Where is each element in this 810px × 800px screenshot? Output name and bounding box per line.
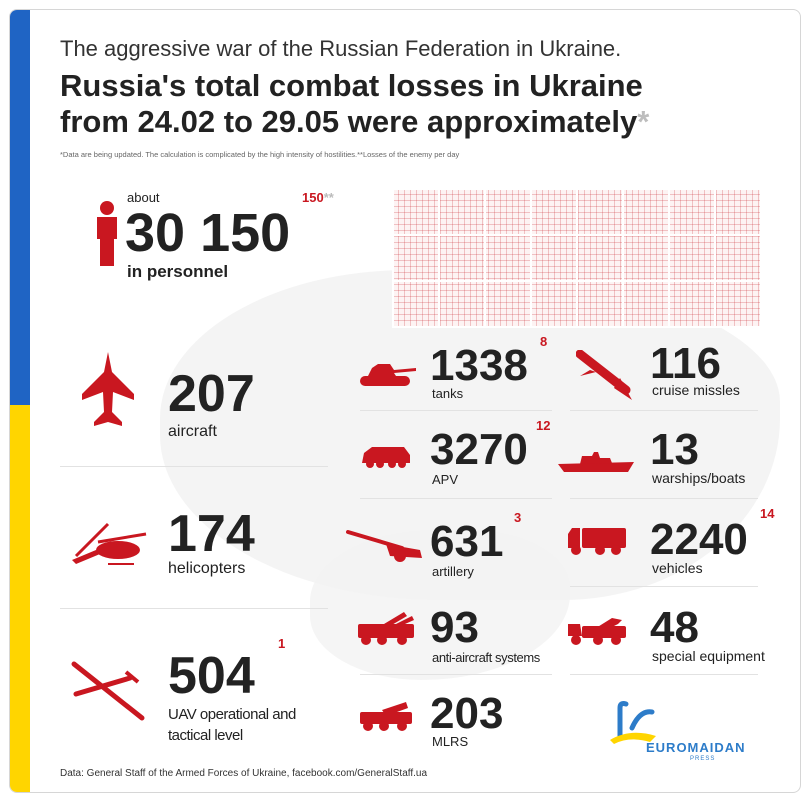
mlrs-value: 203 — [430, 689, 504, 738]
euromaidan-logo-text: EUROMAIDAN — [646, 740, 746, 755]
apv-daily: 12 — [536, 418, 551, 433]
special-equipment-icon — [568, 618, 626, 645]
divider — [60, 608, 328, 609]
page-subtitle: The aggressive war of the Russian Federa… — [60, 36, 622, 61]
tanks-daily: 8 — [540, 334, 548, 349]
tanks-value: 1338 — [430, 341, 528, 390]
cruise-missiles-label: cruise missles — [652, 382, 740, 398]
title-asterisk: * — [637, 104, 650, 139]
personnel-grid-graphic — [392, 188, 762, 328]
person-icon — [97, 201, 117, 266]
helicopters-value: 174 — [168, 505, 255, 563]
tank-icon — [360, 364, 416, 386]
divider — [570, 410, 758, 411]
divider — [360, 674, 552, 675]
vehicles-label: vehicles — [652, 560, 703, 576]
anti-aircraft-value: 93 — [430, 603, 479, 652]
personnel-prefix: about — [127, 190, 160, 205]
source-credit: Data: General Staff of the Armed Forces … — [60, 768, 428, 779]
divider — [570, 498, 758, 499]
euromaidan-logo-sub: PRESS — [690, 756, 716, 762]
cruise-missiles-value: 116 — [650, 339, 721, 388]
missile-icon — [576, 350, 632, 400]
artillery-label: artillery — [432, 564, 474, 579]
title-line-1: Russia's total combat losses in Ukraine — [60, 68, 643, 103]
personnel-daily: 150** — [302, 190, 334, 205]
apv-label: APV — [432, 472, 459, 487]
divider — [60, 466, 328, 467]
aircraft-label: aircraft — [168, 423, 217, 440]
ukraine-flag-blue-stripe — [10, 10, 30, 405]
divider — [570, 586, 758, 587]
title-line-2: from 24.02 to 29.05 were approximately* — [60, 104, 650, 139]
divider — [360, 498, 552, 499]
fighter-jet-icon — [82, 352, 134, 426]
mlrs-label: MLRS — [432, 734, 469, 749]
warships-label: warships/boats — [652, 470, 746, 486]
helicopter-icon — [72, 522, 147, 565]
infographic-card: The aggressive war of the Russian Federa… — [9, 9, 801, 793]
divider — [570, 674, 758, 675]
drone-icon — [71, 661, 145, 721]
truck-icon — [568, 528, 626, 555]
footnote: *Data are being updated. The calculation… — [60, 150, 460, 159]
page-title: Russia's total combat losses in Ukraine … — [60, 68, 760, 140]
aircraft-value: 207 — [168, 365, 255, 423]
artillery-value: 631 — [430, 517, 504, 566]
special-equipment-label: special equipment — [652, 648, 765, 664]
vehicles-daily: 14 — [760, 506, 775, 521]
artillery-icon — [346, 530, 422, 562]
divider — [360, 410, 552, 411]
uav-daily: 1 — [278, 636, 286, 651]
armored-vehicle-icon — [362, 447, 410, 468]
personnel-label: in personnel — [127, 262, 229, 281]
warship-icon — [558, 452, 634, 472]
tanks-label: tanks — [432, 386, 464, 401]
anti-aircraft-label: anti-aircraft systems — [432, 650, 540, 665]
uav-value: 504 — [168, 647, 255, 705]
euromaidan-logo-icon — [610, 701, 656, 744]
personnel-value: 30 150 — [125, 203, 291, 263]
warships-value: 13 — [650, 425, 699, 474]
artillery-daily: 3 — [514, 510, 522, 525]
mlrs-icon — [360, 702, 412, 731]
uav-label: UAV operational and tactical level — [168, 706, 296, 744]
apv-value: 3270 — [430, 425, 528, 474]
ukraine-flag-yellow-stripe — [10, 405, 30, 792]
anti-aircraft-icon — [358, 612, 414, 645]
special-equipment-value: 48 — [650, 603, 699, 652]
vehicles-value: 2240 — [650, 515, 748, 564]
helicopters-label: helicopters — [168, 560, 246, 577]
